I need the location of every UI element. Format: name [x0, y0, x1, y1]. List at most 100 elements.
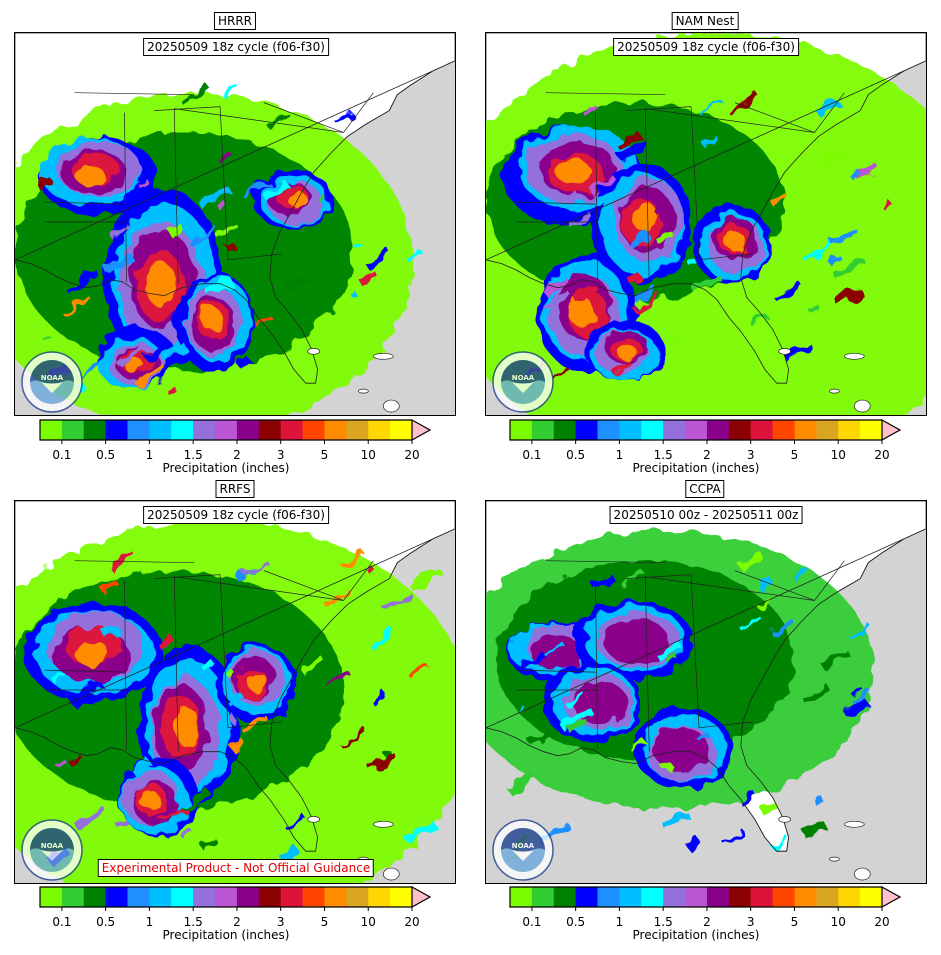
colorbar-segment	[105, 420, 129, 440]
colorbar-tick-label: 5	[790, 448, 799, 462]
precip-field	[15, 83, 424, 415]
colorbar-tick-label: 0.1	[52, 915, 72, 929]
colorbar-segment	[794, 887, 817, 907]
colorbar-segment	[280, 887, 304, 907]
colorbar-segment	[127, 887, 150, 907]
colorbar-segment	[706, 887, 730, 907]
colorbar-tick-label: 2	[233, 448, 241, 462]
state-border	[74, 560, 195, 564]
panel-title: RRFS	[215, 480, 255, 498]
island	[829, 388, 840, 394]
colorbar-segment	[324, 420, 347, 440]
precip-map-ccpa: 20250510 00z - 20250511 00z NOAA	[485, 500, 927, 884]
colorbar-graphic	[39, 418, 432, 444]
svg-text:NOAA: NOAA	[512, 842, 535, 850]
colorbar-segment	[641, 887, 664, 907]
noaa-logo-icon: NOAA	[492, 351, 554, 413]
colorbar-segment	[685, 887, 708, 907]
colorbar-tick-label: 1.5	[653, 915, 673, 929]
colorbar-segment	[83, 420, 107, 440]
colorbar-tick-label: 20	[404, 448, 420, 462]
colorbar-segment	[510, 887, 533, 907]
colorbar-tick-label: 0.1	[522, 915, 542, 929]
colorbar-tick-label: 1.5	[183, 448, 203, 462]
island	[778, 348, 791, 355]
colorbar-segment	[750, 887, 774, 907]
colorbar-segment	[706, 420, 730, 440]
precip-map-rrfs: 20250509 18z cycle (f06-f30) Experimenta…	[14, 500, 456, 884]
state-border	[124, 112, 127, 282]
colorbar-segment	[127, 420, 150, 440]
island	[373, 352, 394, 360]
state-border	[625, 574, 692, 579]
colorbar-segment	[105, 887, 129, 907]
svg-text:NOAA: NOAA	[512, 374, 535, 382]
island	[853, 399, 871, 413]
state-border	[219, 106, 229, 260]
colorbar-segment	[390, 887, 413, 907]
island	[307, 816, 320, 823]
colorbar-segment	[171, 887, 194, 907]
colorbar-graphic	[509, 885, 902, 911]
colorbar-tick-label: 1.5	[653, 448, 673, 462]
colorbar-tick-label: 5	[320, 448, 329, 462]
colorbar-graphic	[509, 418, 902, 444]
colorbar-segment	[61, 420, 85, 440]
island	[844, 820, 865, 828]
colorbar-segment	[553, 420, 577, 440]
island	[307, 348, 320, 355]
state-border	[595, 580, 598, 750]
colorbar-segment	[236, 887, 260, 907]
colorbar-extend-arrow	[881, 885, 902, 909]
colorbar-tick-label: 1	[145, 448, 154, 462]
colorbar-segment	[772, 887, 795, 907]
noaa-logo-graphic: NOAA	[21, 351, 83, 413]
colorbar-tick-label: 10	[360, 915, 376, 929]
cycle-label: 20250509 18z cycle (f06-f30)	[143, 38, 329, 56]
colorbar-tick-label: 2	[703, 448, 711, 462]
panel-title: NAM Nest	[671, 12, 739, 30]
noaa-logo-graphic: NOAA	[21, 819, 83, 881]
colorbar-segment	[728, 420, 752, 440]
island	[844, 352, 865, 360]
colorbar-segment	[346, 887, 369, 907]
colorbar-tick-label: 10	[830, 448, 846, 462]
colorbar-label: Precipitation (inches)	[162, 928, 290, 942]
precip-map-hrrr: 20250509 18z cycle (f06-f30) NOAA	[14, 32, 456, 416]
disclaimer-label: Experimental Product - Not Official Guid…	[97, 859, 375, 877]
noaa-logo-icon: NOAA	[492, 819, 554, 881]
colorbar-segment	[794, 420, 817, 440]
colorbar-segment	[663, 887, 686, 907]
colorbar-segment	[215, 887, 238, 907]
precip-field	[486, 33, 926, 415]
state-border	[174, 576, 344, 601]
map-canvas	[15, 33, 455, 415]
colorbar-tick-label: 3	[746, 448, 755, 462]
state-border	[227, 253, 282, 261]
colorbar-extend-arrow	[411, 418, 432, 442]
precip-map-namnest: 20250509 18z cycle (f06-f30) NOAA	[485, 32, 927, 416]
precip-field	[486, 530, 875, 856]
colorbar-segment	[302, 887, 325, 907]
colorbar-segment	[663, 420, 686, 440]
colorbar-segment	[390, 420, 413, 440]
colorbar-segment	[368, 887, 391, 907]
colorbar-segment	[597, 887, 620, 907]
colorbar-segment	[61, 887, 85, 907]
colorbar-segment	[575, 887, 599, 907]
state-border	[645, 576, 815, 601]
colorbar: 0.1 0.5 1 1.5 2 3 5 10 20 Precipitation (inches)	[39, 418, 460, 475]
colorbar-segment	[215, 420, 238, 440]
noaa-logo-icon: NOAA	[21, 819, 83, 881]
colorbar-tick-label: 1	[615, 448, 624, 462]
state-border	[698, 253, 753, 261]
state-border	[698, 721, 753, 729]
colorbar-segment	[193, 887, 216, 907]
state-border	[343, 92, 374, 133]
colorbar-tick-label: 10	[830, 915, 846, 929]
colorbar-segment	[816, 420, 839, 440]
colorbar-segment	[531, 420, 555, 440]
colorbar-segment	[816, 887, 839, 907]
state-border	[515, 201, 596, 205]
colorbar-tick-label: 10	[360, 448, 376, 462]
